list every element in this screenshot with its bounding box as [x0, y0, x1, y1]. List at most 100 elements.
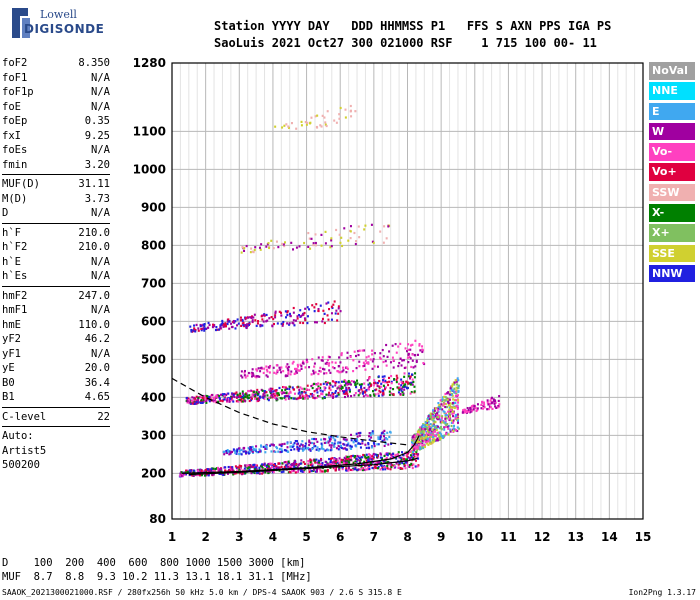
echo-point [428, 425, 431, 428]
echo-point [398, 461, 401, 464]
echo-point [296, 369, 299, 372]
echo-point [388, 350, 391, 353]
echo-point [216, 394, 219, 397]
echo-point [284, 386, 287, 389]
echo-point [337, 445, 340, 448]
echo-point [391, 464, 394, 467]
echo-point [399, 456, 402, 459]
echo-point [307, 464, 310, 467]
echo-point [452, 410, 455, 413]
echo-point [427, 443, 430, 446]
echo-point [264, 464, 267, 467]
echo-point [203, 474, 206, 477]
echo-point [409, 348, 412, 351]
echo-point [449, 404, 452, 407]
echo-point [180, 474, 183, 477]
echo-point [287, 365, 290, 369]
echo-point [292, 388, 295, 391]
echo-point [354, 468, 357, 471]
echo-point [300, 120, 303, 123]
echo-point [231, 466, 234, 469]
echo-point [274, 389, 277, 392]
echo-point [320, 444, 323, 447]
echo-point [186, 469, 189, 472]
echo-point [436, 437, 439, 440]
echo-point [319, 304, 322, 307]
echo-point [349, 456, 352, 460]
x-tick-label: 2 [201, 530, 209, 544]
echo-point [287, 397, 290, 400]
echo-point [274, 392, 277, 396]
echo-point [213, 324, 216, 327]
echo-point [287, 460, 290, 463]
echo-point [251, 250, 254, 253]
echo-point [284, 398, 287, 401]
echo-point [365, 459, 368, 462]
echo-point [451, 412, 454, 415]
echo-point [345, 366, 348, 369]
echo-point [302, 470, 305, 473]
echo-point [349, 230, 352, 233]
echo-point [262, 313, 265, 317]
param-value: 110.0 [78, 318, 110, 331]
echo-point [271, 395, 274, 398]
echo-point [448, 404, 451, 407]
echo-point [260, 464, 263, 467]
echo-point [285, 123, 288, 126]
echo-point [336, 459, 339, 462]
echo-point [345, 467, 348, 470]
echo-point [257, 397, 260, 400]
echo-point [497, 404, 500, 408]
echo-point [255, 445, 258, 448]
echo-point [439, 420, 442, 423]
echo-point [411, 383, 414, 386]
param-row: C-level 22 [2, 410, 110, 425]
param-row: B1 4.65 [2, 390, 110, 405]
echo-point [241, 318, 244, 322]
echo-point [377, 436, 380, 439]
echo-point [267, 399, 270, 402]
echo-point [297, 463, 300, 467]
echo-point [286, 363, 289, 366]
echo-point [419, 430, 422, 433]
echo-point [200, 329, 203, 332]
param-name: fxI [2, 129, 21, 142]
echo-point [353, 394, 356, 397]
echo-point [282, 385, 285, 389]
echo-point [310, 237, 313, 240]
echo-point [337, 365, 340, 368]
echo-point [446, 405, 449, 409]
echo-point [272, 471, 275, 474]
param-value: 46.2 [84, 333, 110, 345]
echo-point [378, 460, 381, 464]
echo-point [334, 467, 337, 470]
echo-point [299, 396, 302, 399]
echo-point [236, 396, 239, 399]
echo-point [250, 247, 253, 250]
echo-point [324, 123, 327, 126]
echo-point [386, 355, 389, 359]
echo-point [419, 446, 422, 449]
echo-point [289, 441, 292, 444]
echo-point [253, 449, 256, 452]
echo-point [339, 441, 342, 444]
echo-point [329, 466, 332, 469]
echo-point [289, 315, 292, 318]
echo-point [392, 452, 395, 455]
echo-point [450, 421, 453, 425]
echo-point [362, 462, 365, 466]
echo-point [180, 471, 183, 474]
echo-point [255, 368, 258, 371]
echo-point [266, 319, 269, 322]
echo-point [338, 462, 341, 465]
echo-point [457, 401, 460, 404]
echo-point [327, 463, 330, 466]
echo-point [455, 404, 458, 408]
param-note: 500200 [2, 459, 40, 471]
echo-point [238, 398, 241, 402]
echo-point [387, 463, 390, 466]
echo-point [252, 463, 255, 467]
echo-point [365, 468, 368, 471]
echo-point [399, 357, 402, 360]
echo-point [346, 455, 349, 458]
